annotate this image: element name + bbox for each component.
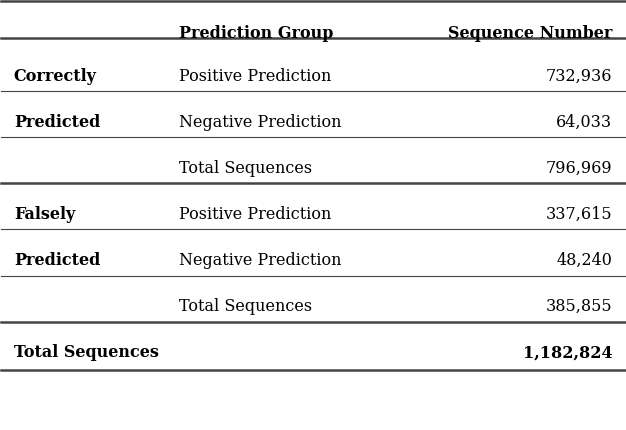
Text: 337,615: 337,615 bbox=[545, 206, 612, 223]
Text: Negative Prediction: Negative Prediction bbox=[179, 114, 342, 131]
Text: 385,855: 385,855 bbox=[545, 298, 612, 315]
Text: Prediction Group: Prediction Group bbox=[179, 25, 334, 42]
Text: Predicted: Predicted bbox=[14, 252, 100, 269]
Text: 48,240: 48,240 bbox=[557, 252, 612, 269]
Text: 64,033: 64,033 bbox=[556, 114, 612, 131]
Text: Positive Prediction: Positive Prediction bbox=[179, 68, 331, 85]
Text: Predicted: Predicted bbox=[14, 114, 100, 131]
Text: Sequence Number: Sequence Number bbox=[448, 25, 612, 42]
Text: 1,182,824: 1,182,824 bbox=[523, 344, 612, 362]
Text: Positive Prediction: Positive Prediction bbox=[179, 206, 331, 223]
Text: Correctly: Correctly bbox=[14, 68, 97, 85]
Text: Negative Prediction: Negative Prediction bbox=[179, 252, 342, 269]
Text: Falsely: Falsely bbox=[14, 206, 75, 223]
Text: 732,936: 732,936 bbox=[546, 68, 612, 85]
Text: Total Sequences: Total Sequences bbox=[14, 344, 159, 362]
Text: Total Sequences: Total Sequences bbox=[179, 160, 312, 177]
Text: 796,969: 796,969 bbox=[545, 160, 612, 177]
Text: Total Sequences: Total Sequences bbox=[179, 298, 312, 315]
